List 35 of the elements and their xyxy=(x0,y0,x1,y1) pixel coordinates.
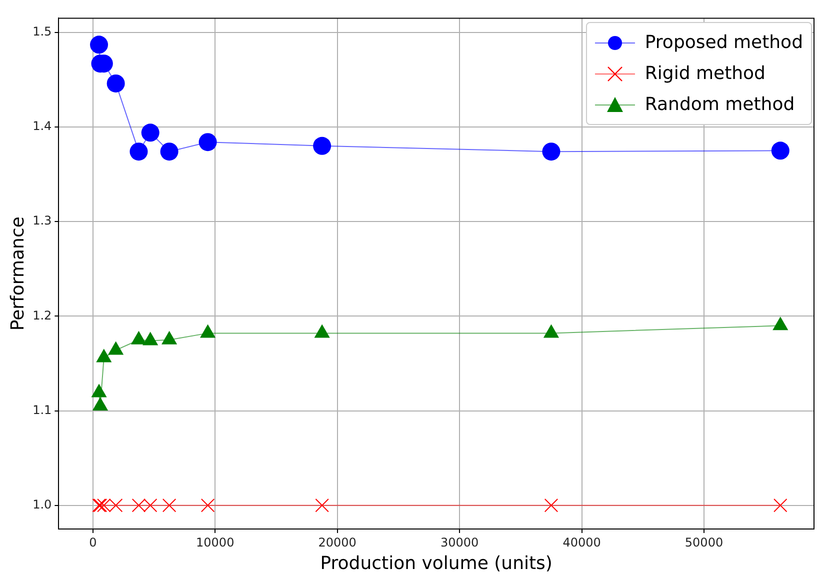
y-tick-label: 1.1 xyxy=(32,402,52,417)
legend-label: Proposed method xyxy=(644,32,803,53)
y-tick-label: 1.3 xyxy=(32,214,52,228)
point xyxy=(198,133,217,152)
point xyxy=(162,498,176,512)
point xyxy=(108,498,123,512)
y-tick-label: 1.2 xyxy=(32,308,52,322)
point xyxy=(143,498,158,512)
point xyxy=(542,142,560,161)
x-axis-title: Production volume (units) xyxy=(320,552,552,574)
point xyxy=(130,142,148,161)
legend-label: Rigid method xyxy=(644,63,766,84)
point xyxy=(774,498,788,512)
point xyxy=(97,498,111,512)
y-tick-label: 1.0 xyxy=(32,497,52,512)
point xyxy=(106,74,125,92)
y-tick-label: 1.5 xyxy=(32,24,52,39)
x-tick-label: 30000 xyxy=(440,535,479,550)
point xyxy=(315,498,329,512)
point xyxy=(160,142,178,161)
point xyxy=(90,36,108,54)
y-tick-label: 1.4 xyxy=(32,119,52,134)
x-tick-label: 0 xyxy=(89,535,97,550)
point xyxy=(141,124,160,142)
point xyxy=(132,498,146,512)
point xyxy=(544,498,558,512)
x-tick-label: 40000 xyxy=(562,535,601,550)
point xyxy=(200,498,215,512)
x-tick-label: 20000 xyxy=(318,535,356,550)
legend-label: Random method xyxy=(644,94,795,115)
x-tick-label: 50000 xyxy=(684,535,724,550)
x-tick-label: 10000 xyxy=(196,535,234,550)
point xyxy=(771,142,790,160)
y-axis-title: Performance xyxy=(7,216,28,331)
point xyxy=(313,136,332,155)
